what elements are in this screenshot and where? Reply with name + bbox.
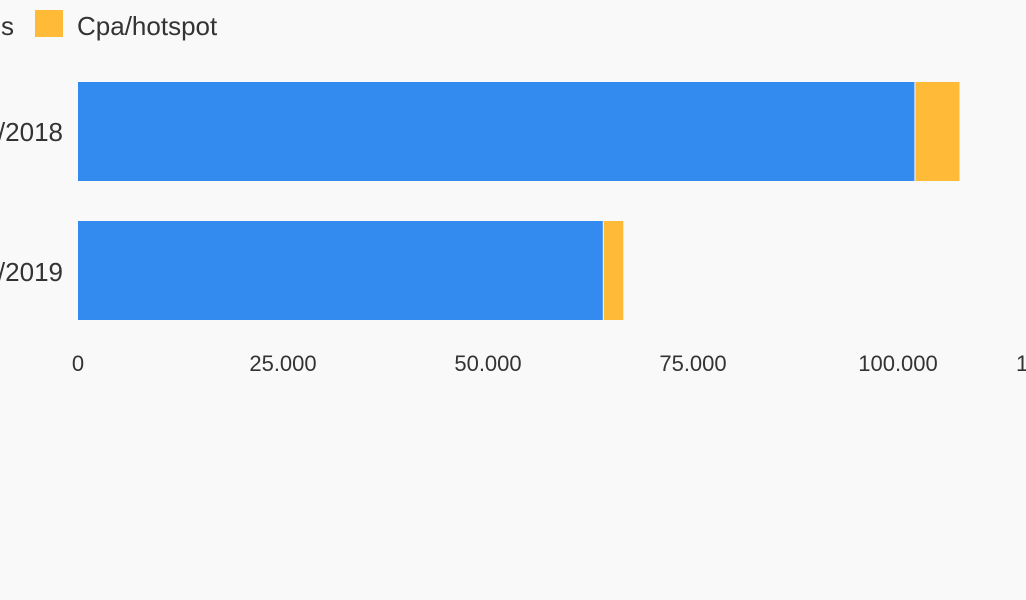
x-tick-label: 0	[72, 351, 84, 376]
legend-label-series-1: s	[1, 11, 14, 41]
bar-series-1-1	[78, 221, 603, 320]
legend: s Cpa/hotspot	[1, 10, 218, 41]
x-tick-label: 1	[1016, 351, 1026, 376]
x-tick-label: 100.000	[858, 351, 938, 376]
category-label-2019: /2019	[0, 257, 63, 287]
bars	[78, 82, 960, 320]
legend-label-cpa-hotspot: Cpa/hotspot	[77, 11, 218, 41]
x-tick-label: 50.000	[454, 351, 521, 376]
y-axis-labels: /2018 /2019	[0, 117, 63, 287]
x-axis-ticks: 0 25.000 50.000 75.000 100.000 1	[72, 351, 1026, 376]
x-tick-label: 25.000	[249, 351, 316, 376]
legend-swatch-cpa-hotspot	[35, 10, 63, 37]
bar-cpa-hotspot-0	[915, 82, 960, 181]
bar-cpa-hotspot-1	[603, 221, 624, 320]
bar-series-1-0	[78, 82, 915, 181]
category-label-2018: /2018	[0, 117, 63, 147]
x-tick-label: 75.000	[659, 351, 726, 376]
